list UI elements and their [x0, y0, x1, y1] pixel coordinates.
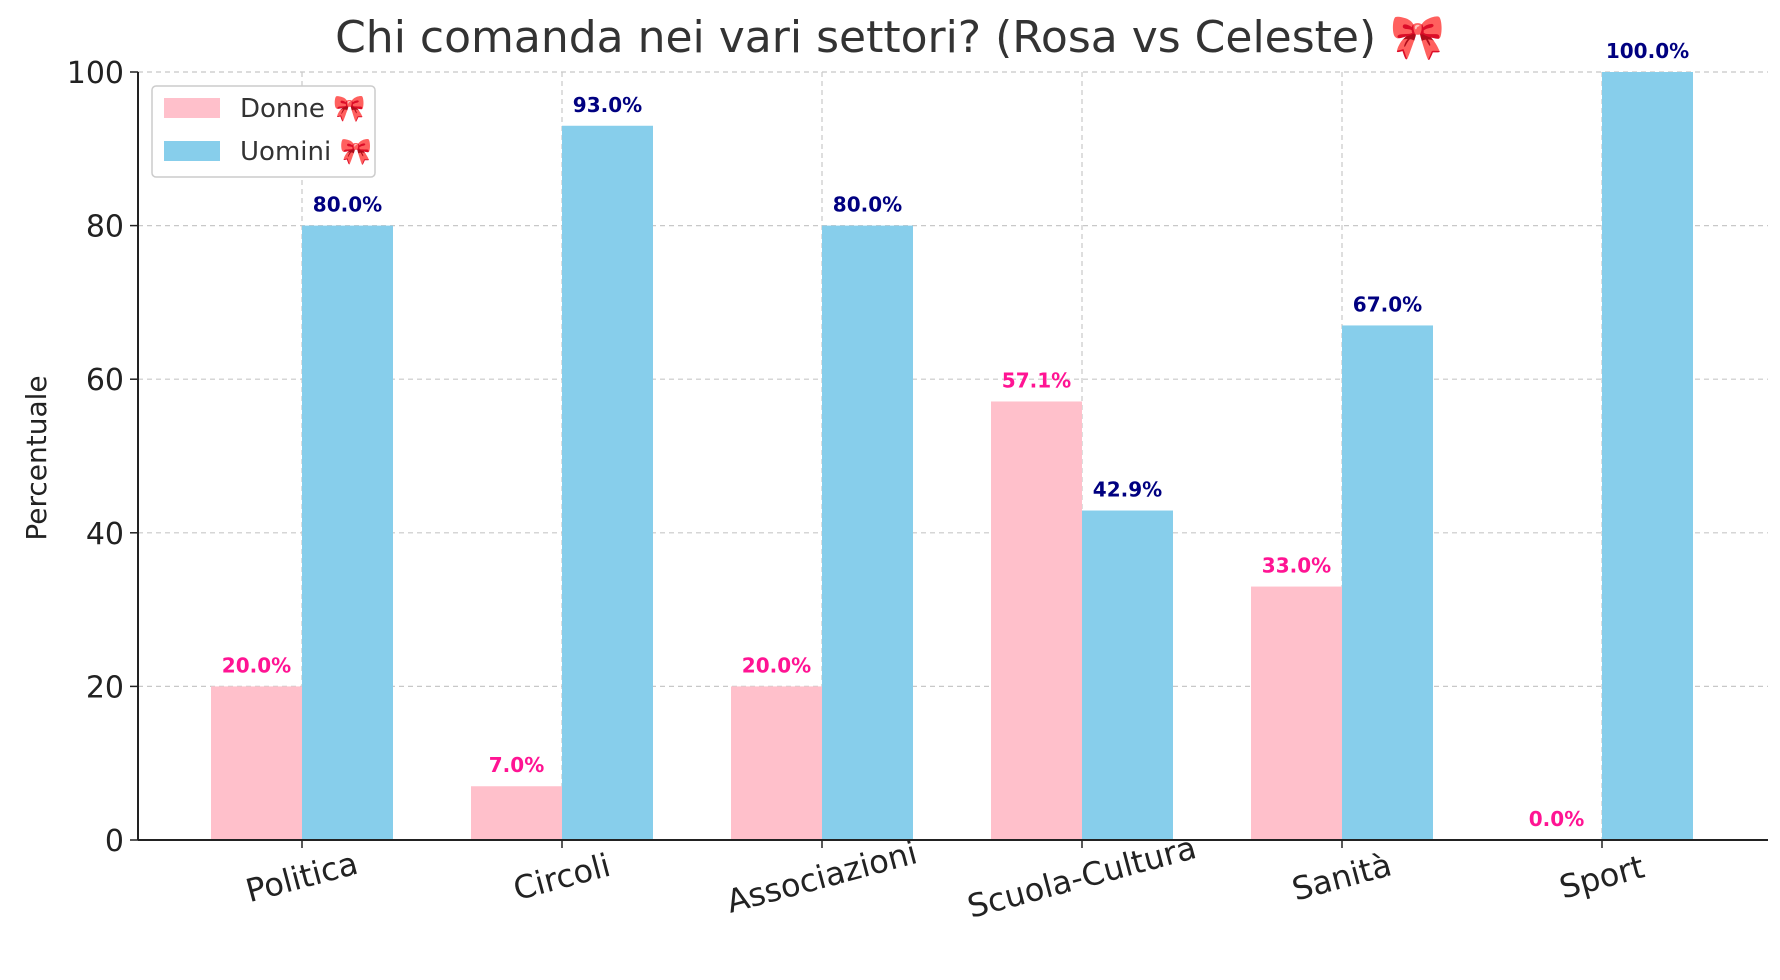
data-labels: 20.0% 7.0% 20.0% 57.1% 33.0% 0.0% 80.0% 93.0% 80… [222, 39, 1689, 831]
data-label: 80.0% [833, 193, 902, 217]
data-label: 42.9% [1093, 478, 1162, 502]
bar-uomini [562, 125, 653, 840]
data-label: 100.0% [1606, 39, 1689, 63]
bar-donne [731, 686, 822, 840]
bars [211, 72, 1693, 841]
legend-swatch-uomini [164, 141, 220, 161]
data-label: 67.0% [1353, 292, 1422, 316]
y-tick-label: 0 [105, 824, 124, 859]
data-label: 33.0% [1262, 554, 1331, 578]
legend-label-uomini: Uomini 🎀 [240, 137, 372, 167]
legend: Donne 🎀 Uomini 🎀 [151, 85, 376, 178]
data-label: 0.0% [1529, 807, 1584, 831]
bar-donne [991, 401, 1082, 840]
data-label: 7.0% [489, 753, 544, 777]
data-label: 20.0% [222, 653, 291, 677]
y-axis-label: Percentuale [20, 375, 53, 540]
y-tick-label: 100 [67, 56, 124, 91]
bar-donne [471, 786, 562, 840]
data-label: 20.0% [742, 653, 811, 677]
legend-label-donne: Donne 🎀 [240, 94, 366, 124]
chart-title: Chi comanda nei vari settori? (Rosa vs C… [335, 12, 1445, 63]
x-tick-label: Politica [242, 844, 362, 910]
y-tick-label: 60 [86, 363, 124, 398]
x-tick-label: Sanità [1288, 846, 1396, 909]
bar-uomini [1082, 510, 1173, 840]
bar-uomini [302, 225, 393, 841]
y-tick-label: 40 [86, 517, 124, 552]
data-label: 80.0% [313, 193, 382, 217]
bar-uomini [1342, 325, 1433, 840]
data-label: 57.1% [1002, 368, 1071, 392]
x-tick-label: Sport [1555, 848, 1648, 907]
bar-donne [1251, 586, 1342, 840]
bar-uomini [822, 225, 913, 841]
legend-swatch-donne [164, 98, 220, 118]
x-tick-label: Circoli [509, 846, 614, 908]
bar-uomini [1602, 72, 1693, 840]
y-tick-label: 80 [86, 210, 124, 245]
data-label: 93.0% [573, 93, 642, 117]
bar-donne [211, 686, 302, 840]
y-tick-label: 20 [86, 670, 124, 705]
